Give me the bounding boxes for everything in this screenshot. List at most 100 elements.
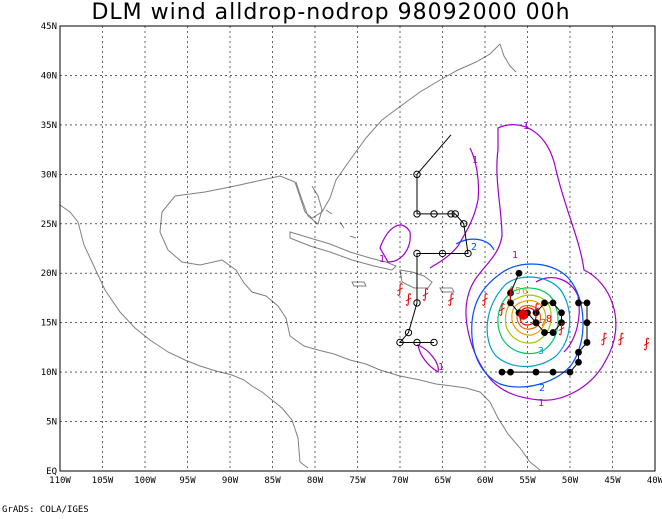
track-point-open: [447, 210, 455, 218]
track-point-filled: [507, 299, 514, 307]
puerto-rico: [439, 287, 455, 293]
hurricane-symbol: ⨏: [499, 302, 506, 317]
contour-3: [486, 276, 571, 367]
track-point-filled: [507, 289, 514, 297]
contour-label: 2: [539, 383, 545, 394]
contour-1-south: [417, 344, 439, 373]
contour-labels: 1 1 1 1 1 1 2 2 3 4 5 6 7 8: [379, 121, 552, 409]
track-point-open: [460, 220, 468, 228]
contour-label: 2: [471, 242, 477, 253]
florida: [295, 181, 323, 225]
track-point-open: [430, 338, 438, 347]
track-point-filled: [549, 299, 557, 307]
north-america-coast: [59, 204, 309, 469]
y-tick-label: 35N: [41, 121, 57, 131]
track-point-open: [413, 210, 421, 218]
x-tick-label: 95W: [179, 476, 196, 486]
track-point-filled: [566, 368, 574, 376]
hurricane-symbol: ⨏: [482, 292, 489, 307]
contour-4: [497, 287, 559, 355]
hurricane-symbol: ⨏: [533, 302, 540, 317]
hurricane-symbol: ⨏: [405, 292, 412, 307]
contour-label: 1: [379, 254, 385, 265]
coastlines: [59, 43, 541, 471]
map-title: DLM wind alldrop-nodrop 98092000 00h: [91, 0, 571, 25]
y-tick-label: EQ: [46, 467, 57, 477]
y-tick-label: 20N: [41, 269, 57, 279]
track-point-filled: [583, 339, 591, 346]
track-point-open: [413, 249, 421, 258]
track-point-open: [396, 338, 404, 347]
hurricane-symbol: ⨏: [397, 282, 404, 297]
contour-1-west: [379, 224, 411, 263]
y-tick-label: 25N: [41, 220, 57, 230]
contour-label: 6: [522, 286, 528, 297]
track-point-filled: [532, 319, 540, 327]
track-point-filled: [532, 309, 540, 317]
track-point-filled: [532, 368, 540, 376]
contour-label: 1: [438, 362, 444, 373]
contour-label: 8: [546, 314, 552, 325]
track-point-filled: [583, 299, 591, 307]
track-point-open: [413, 338, 421, 347]
track-point-open: [464, 249, 472, 258]
y-tick-label: 15N: [41, 319, 57, 329]
contour-label: 3: [538, 346, 544, 357]
x-axis-labels: 110W 105W 100W 95W 90W 85W 80W 75W 70W 65W 60W 55W 5…: [49, 476, 662, 486]
y-tick-label: 5N: [46, 418, 57, 428]
contour-2-west: [455, 238, 495, 251]
contour-label: 1: [472, 155, 478, 166]
x-tick-label: 45W: [604, 476, 621, 486]
track-point-open: [438, 249, 447, 258]
cuba: [289, 231, 397, 271]
hurricane-symbol: ⨏: [448, 292, 455, 307]
x-tick-label: 75W: [349, 476, 366, 486]
contour-label: 1: [512, 250, 518, 261]
contour-6: [511, 299, 547, 336]
track-point-open: [413, 170, 421, 179]
x-tick-label: 60W: [477, 476, 494, 486]
contour-label: 5: [515, 286, 521, 297]
contour-1-outer: [465, 124, 617, 401]
track-point-filled: [541, 329, 548, 336]
track-point-filled: [575, 358, 582, 366]
yucatan-coast: [167, 249, 541, 471]
track-point-filled: [575, 348, 582, 356]
wind-difference-contours: [379, 124, 617, 401]
contour-1-track: [429, 147, 480, 269]
track-point-open: [451, 210, 459, 218]
hurricane-symbol: ⨏: [643, 336, 650, 351]
contour-1-east-arc: [535, 277, 580, 353]
x-tick-label: 40W: [647, 476, 662, 486]
x-tick-label: 100W: [134, 476, 156, 486]
x-tick-label: 110W: [49, 476, 71, 486]
contour-label: 7: [540, 318, 546, 329]
y-tick-label: 30N: [41, 170, 57, 180]
track-point-filled: [498, 368, 506, 376]
bahamas: [325, 209, 357, 239]
x-tick-label: 50W: [562, 476, 579, 486]
storm-tracks: [396, 134, 591, 376]
track-point-filled: [549, 329, 557, 336]
track-point-filled: [549, 368, 557, 376]
storm-center-marker: [518, 309, 529, 320]
hurricane-symbol: ⨏: [618, 331, 625, 346]
y-tick-label: 10N: [41, 368, 57, 378]
x-tick-label: 55W: [519, 476, 536, 486]
storm-symbols: ⨏⨏ ⨏ ⨏ ⨏⨏ ⨏⨏⨏ ⨏ ⨏⨏: [397, 282, 651, 351]
x-tick-label: 70W: [392, 476, 409, 486]
hurricane-symbol: ⨏: [507, 287, 514, 302]
track-point-filled: [515, 269, 523, 277]
jamaica: [351, 281, 367, 287]
gulf-coast: [159, 43, 501, 251]
contour-label: 1: [538, 398, 544, 409]
track-point-filled: [558, 319, 565, 327]
track-point-open: [413, 299, 421, 307]
hurricane-symbol: ⨏: [422, 287, 429, 302]
contour-2: [471, 263, 584, 388]
track-point-open: [404, 328, 413, 337]
track-point-filled: [507, 368, 514, 376]
y-tick-label: 45N: [41, 22, 57, 32]
hispaniola: [399, 269, 433, 289]
nova-scotia: [499, 43, 517, 73]
